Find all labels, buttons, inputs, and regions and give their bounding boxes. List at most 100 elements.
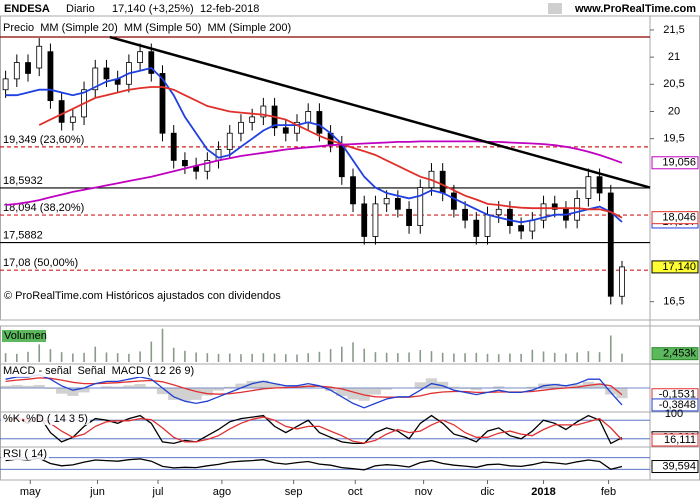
- volume-bar: [329, 349, 332, 362]
- legend-bg: [1, 365, 74, 377]
- legend-entry: Señal: [77, 365, 105, 377]
- volume-bar: [172, 347, 175, 362]
- volume-bar: [486, 353, 489, 362]
- candle-body: [137, 51, 143, 63]
- volume-bar: [576, 352, 578, 362]
- volume-bar: [296, 354, 298, 362]
- volume-bar: [16, 353, 18, 362]
- volume-bar: [531, 349, 534, 362]
- candle-body: [529, 219, 536, 232]
- volume-bar: [116, 353, 119, 362]
- legend-bg: [75, 365, 108, 377]
- legend-entry: MACD - señal: [3, 365, 71, 377]
- volume-bar: [397, 353, 399, 362]
- candle-body: [238, 121, 244, 134]
- candle-body: [170, 132, 177, 161]
- candle-body: [507, 208, 513, 227]
- indicator-line: [5, 457, 623, 471]
- symbol: ENDESA: [4, 3, 50, 15]
- histogram-bar: [22, 385, 34, 388]
- volume-bar: [83, 352, 85, 362]
- candle-body: [350, 176, 356, 205]
- histogram-bar: [605, 388, 617, 395]
- volume-bar: [251, 353, 253, 362]
- candle-body: [338, 143, 345, 178]
- volume-bar: [240, 354, 242, 362]
- last-value-label: -0,3848: [659, 399, 696, 411]
- histogram-bar: [459, 388, 471, 389]
- candle-body: [383, 198, 390, 205]
- histogram-bar: [100, 386, 113, 388]
- histogram-bar: [246, 380, 258, 388]
- candle-body: [406, 208, 412, 227]
- y-tick-label: 20,5: [663, 78, 684, 90]
- trend-line: [109, 35, 651, 189]
- legend-entry: Precio: [3, 22, 34, 34]
- legend-bg: [1, 22, 37, 34]
- histogram-bar: [190, 388, 202, 400]
- candle-body: [260, 105, 267, 118]
- candle-body: [316, 111, 323, 134]
- volume-bar: [374, 352, 377, 362]
- legend-bg: [109, 365, 197, 377]
- volume-bar: [195, 352, 197, 362]
- last-value-box: [651, 260, 699, 274]
- candle-body: [574, 198, 581, 221]
- ma-line: [5, 140, 623, 206]
- candle-body: [462, 208, 468, 221]
- indicator-line: [5, 416, 623, 444]
- volume-bar: [441, 352, 444, 362]
- histogram-bar: [56, 388, 68, 394]
- histogram-bar: [381, 388, 393, 390]
- histogram-bar: [201, 388, 213, 396]
- histogram-bar: [257, 380, 269, 388]
- panel-title-bg: [2, 330, 46, 342]
- volume-bar: [520, 353, 522, 362]
- candle-body: [619, 266, 625, 297]
- volume-bar: [542, 351, 545, 362]
- volume-bar: [72, 353, 74, 362]
- volume-bar: [553, 352, 556, 362]
- candle-body: [249, 116, 256, 123]
- footnote: © ProRealTime.com Históricos ajustados c…: [4, 290, 281, 302]
- period: Diario: [66, 3, 95, 15]
- volume-bar: [497, 354, 500, 362]
- histogram-bar: [437, 381, 449, 388]
- x-tick-label: 2018: [531, 486, 555, 498]
- y-tick-label: 16,5: [663, 296, 684, 308]
- legend-entry: MACD ( 12 26 9): [112, 365, 195, 377]
- histogram-bar: [78, 388, 90, 393]
- ma-line: [5, 67, 623, 224]
- volume-bar: [509, 353, 511, 362]
- volume-bar: [184, 350, 186, 362]
- histogram-bar: [347, 388, 359, 400]
- volume-bar: [27, 351, 29, 362]
- last-value-label: 19,056: [662, 157, 696, 169]
- legend-entry: RSI ( 14): [3, 448, 47, 460]
- volume-bar: [318, 351, 321, 362]
- level-label: 17,08 (50,00%): [3, 257, 78, 269]
- volume-bar: [128, 353, 130, 362]
- last-value-box: [651, 211, 699, 225]
- volume-bar: [430, 351, 433, 362]
- legend-entry: MM (Simple 200): [207, 22, 291, 34]
- x-tick-label: ago: [213, 486, 231, 498]
- volume-bar: [341, 346, 343, 362]
- candle-body: [305, 111, 312, 123]
- volume-bar: [206, 353, 209, 362]
- histogram-bar: [11, 384, 23, 388]
- histogram-bar: [369, 388, 382, 395]
- volume-bar: [453, 353, 455, 362]
- candle-body: [607, 192, 614, 297]
- candle-body: [596, 176, 603, 194]
- histogram-bar: [549, 383, 561, 388]
- volume-bar: [273, 353, 276, 362]
- candle-body: [282, 127, 289, 134]
- volume-bar: [49, 349, 52, 362]
- volume-bar: [139, 351, 141, 362]
- candle-body: [540, 203, 547, 221]
- x-tick-label: feb: [601, 486, 616, 498]
- volume-bar: [587, 351, 590, 362]
- legend-bg: [205, 22, 294, 34]
